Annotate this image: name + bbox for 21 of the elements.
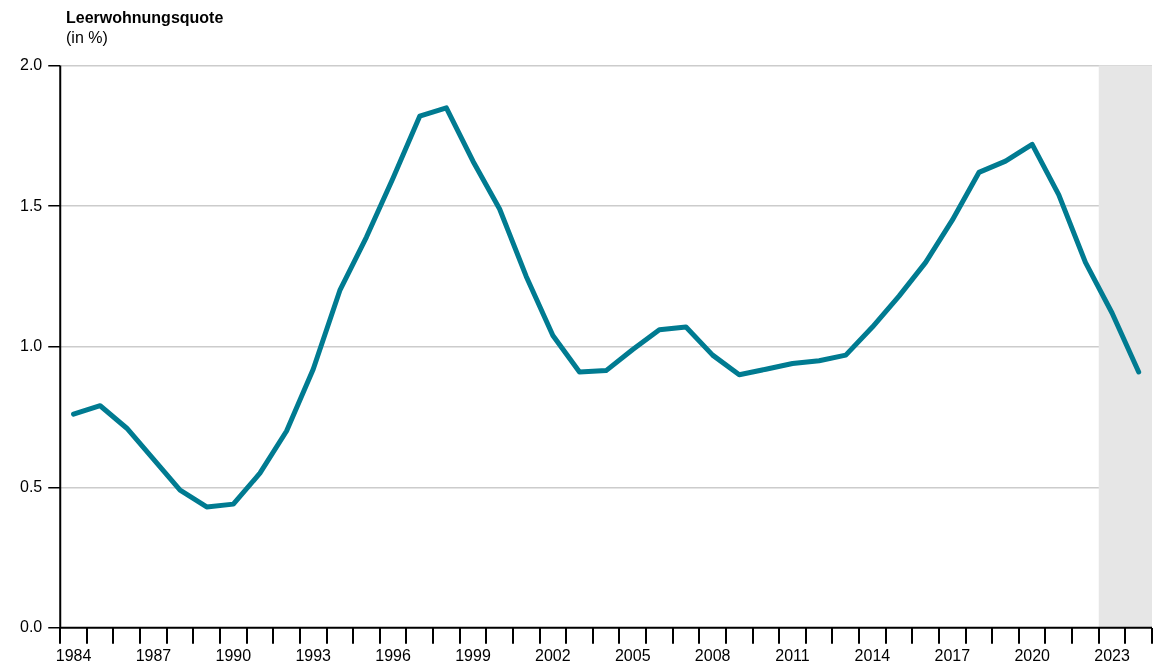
x-tick-label: 1996 bbox=[375, 646, 411, 664]
x-tick-label: 1993 bbox=[295, 646, 332, 664]
x-tick-label: 2002 bbox=[535, 646, 571, 664]
x-tick-label: 1990 bbox=[215, 646, 252, 664]
y-tick-label: 2.0 bbox=[19, 56, 43, 74]
chart-title: Leerwohnungsquote bbox=[66, 8, 224, 28]
y-tick-label: 0.0 bbox=[19, 618, 43, 636]
x-tick-label: 2014 bbox=[854, 646, 891, 664]
x-tick-label: 2020 bbox=[1014, 646, 1051, 664]
x-tick-label: 2008 bbox=[694, 646, 731, 664]
x-tick-label: 2011 bbox=[775, 646, 810, 664]
x-tick-label: 2023 bbox=[1094, 646, 1130, 664]
x-tick-label: 1987 bbox=[135, 646, 172, 664]
y-tick-label: 0.5 bbox=[19, 477, 43, 495]
chart-subtitle: (in %) bbox=[66, 28, 109, 48]
y-tick-label: 1.5 bbox=[19, 196, 43, 214]
x-tick-label: 2005 bbox=[614, 646, 651, 664]
x-tick-label: 1984 bbox=[55, 646, 92, 664]
y-tick-label: 1.0 bbox=[19, 337, 43, 355]
x-tick-label: 2017 bbox=[934, 646, 971, 664]
x-tick-label: 1999 bbox=[455, 646, 491, 664]
